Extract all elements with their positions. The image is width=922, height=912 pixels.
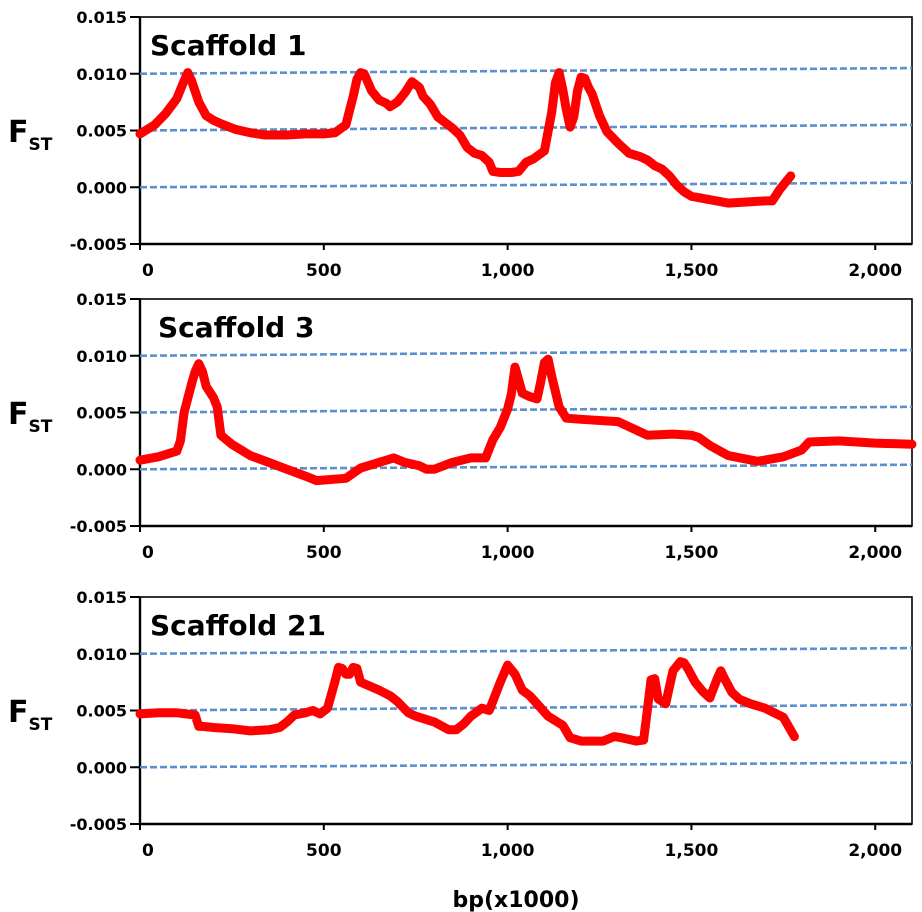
- reference-line: [139, 463, 913, 471]
- chart-panels: -0.005 0.000 0.005 0.010 0.015 0 500 1,000 1,500…: [8, 8, 917, 861]
- x-tick-label: 1,000: [481, 261, 535, 281]
- reference-line: [139, 66, 913, 76]
- fst-series-line: [135, 657, 799, 746]
- chart-panel-3: -0.005 0.000 0.005 0.010 0.015 0 500 1,000 1,500…: [8, 588, 913, 861]
- y-tick-label: 0.010: [76, 65, 127, 84]
- y-tick-label: -0.005: [70, 235, 127, 254]
- reference-line: [139, 703, 913, 712]
- y-tick-label: 0.010: [76, 645, 127, 664]
- y-tick-label: 0.015: [76, 588, 127, 607]
- y-tick-label: -0.005: [70, 815, 127, 834]
- x-tick-label: 0: [142, 261, 154, 281]
- y-axis-title-subscript: ST: [29, 417, 53, 437]
- reference-line: [139, 348, 913, 358]
- y-axis-title-subscript: ST: [29, 135, 53, 155]
- y-tick-label: 0.000: [76, 178, 127, 197]
- panel-title: Scaffold 1: [150, 29, 306, 62]
- y-tick-label: 0.000: [76, 460, 127, 479]
- y-tick-label: 0.000: [76, 758, 127, 777]
- x-tick-label: 1,500: [665, 261, 719, 281]
- reference-line: [139, 123, 913, 132]
- y-tick-label: 0.005: [76, 404, 127, 423]
- fst-series-line: [135, 354, 917, 486]
- reference-line: [139, 405, 913, 414]
- y-axis-title-subscript: ST: [29, 715, 53, 735]
- reference-line: [139, 761, 913, 769]
- y-axis-title: FST: [8, 115, 53, 155]
- x-tick-label: 0: [142, 841, 154, 861]
- x-tick-label: 500: [306, 543, 342, 563]
- fst-series-line: [135, 68, 796, 208]
- x-tick-label: 500: [306, 261, 342, 281]
- y-tick-label: 0.015: [76, 290, 127, 309]
- x-tick-label: 2,000: [848, 261, 902, 281]
- x-tick-label: 2,000: [848, 841, 902, 861]
- y-axis-title: FST: [8, 695, 53, 735]
- x-tick-label: 1,000: [481, 543, 535, 563]
- x-tick-label: 1,500: [665, 841, 719, 861]
- y-tick-label: 0.005: [76, 702, 127, 721]
- x-tick-label: 2,000: [848, 543, 902, 563]
- chart-panel-1: -0.005 0.000 0.005 0.010 0.015 0 500 1,000 1,500…: [8, 8, 913, 281]
- y-tick-label: -0.005: [70, 517, 127, 536]
- y-axis-title: FST: [8, 397, 53, 437]
- y-tick-label: 0.015: [76, 8, 127, 27]
- x-tick-label: 1,000: [481, 841, 535, 861]
- x-tick-label: 1,500: [665, 543, 719, 563]
- y-tick-label: 0.005: [76, 122, 127, 141]
- chart-panel-2: -0.005 0.000 0.005 0.010 0.015 0 500 1,000 1,500…: [8, 290, 917, 563]
- x-tick-label: 500: [306, 841, 342, 861]
- y-tick-label: 0.010: [76, 347, 127, 366]
- panel-title: Scaffold 3: [158, 311, 314, 344]
- x-tick-label: 0: [142, 543, 154, 563]
- x-axis-title: bp(x1000): [452, 888, 579, 912]
- reference-line: [139, 181, 913, 189]
- panel-title: Scaffold 21: [150, 609, 326, 642]
- reference-line: [139, 646, 913, 656]
